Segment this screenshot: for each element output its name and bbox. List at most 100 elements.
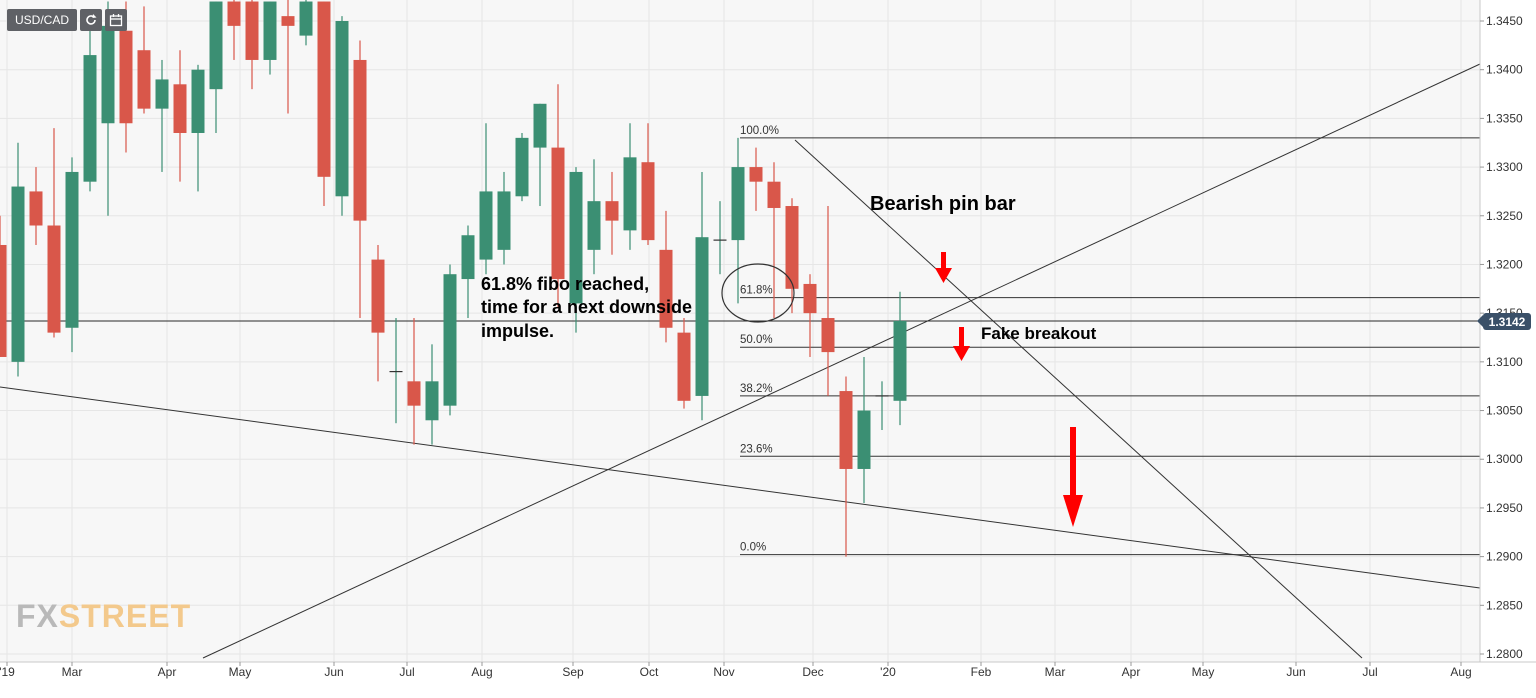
fibo-note-line-2: time for a next downside xyxy=(481,297,692,317)
bearish-candle xyxy=(137,6,151,114)
y-tick-label: 1.3350 xyxy=(1486,111,1523,125)
candle-body xyxy=(29,191,43,226)
logo-part-street: STREET xyxy=(58,598,192,634)
candle-body xyxy=(551,147,565,280)
bullish-candle xyxy=(191,64,205,192)
bearish-candle xyxy=(371,244,385,382)
bearish-candle xyxy=(785,198,799,314)
refresh-icon[interactable] xyxy=(80,9,103,31)
candle-body xyxy=(281,16,295,26)
bullish-candle xyxy=(623,123,637,250)
bullish-candle xyxy=(587,159,601,275)
bearish-candle xyxy=(605,171,619,255)
bullish-candle xyxy=(83,30,97,192)
y-tick-label: 1.2800 xyxy=(1486,647,1523,661)
candle-body xyxy=(173,84,187,133)
bullish-candle xyxy=(425,344,439,445)
x-tick-label: Aug xyxy=(471,665,492,679)
candle-body xyxy=(353,59,367,221)
plot-background xyxy=(0,0,1480,662)
candle-body xyxy=(101,25,115,124)
candle-body xyxy=(641,162,655,241)
fib-level-label: 0.0% xyxy=(740,542,766,554)
bearish-pin-bar-label: Bearish pin bar xyxy=(870,193,1016,215)
bearish-candle xyxy=(659,210,673,343)
x-tick-label: '20 xyxy=(880,665,896,679)
candle-body xyxy=(677,332,691,401)
fxstreet-logo: FXSTREET xyxy=(16,598,191,635)
x-tick-label: May xyxy=(1192,665,1215,679)
candle-body xyxy=(749,167,763,182)
candle-body xyxy=(245,1,259,60)
x-tick-label: May xyxy=(229,665,252,679)
fib-level-label: 50.0% xyxy=(740,334,773,346)
candle-body xyxy=(479,191,493,260)
x-tick-label: Jul xyxy=(399,665,414,679)
annotation-arrows xyxy=(935,252,1083,527)
fake-breakout-label: Fake breakout xyxy=(981,324,1097,343)
bullish-candle xyxy=(65,157,79,353)
x-tick-label: Mar xyxy=(1045,665,1066,679)
symbol-label[interactable]: USD/CAD xyxy=(7,9,78,31)
candle-body xyxy=(83,55,97,182)
x-tick-label: Apr xyxy=(1122,665,1141,679)
bearish-candle xyxy=(0,215,7,357)
fibo-ellipse xyxy=(721,263,795,323)
candle-body xyxy=(209,1,223,90)
bullish-candle xyxy=(857,356,871,504)
candle-body xyxy=(857,410,871,469)
bearish-candle xyxy=(767,162,781,319)
candle-body xyxy=(425,381,439,421)
text-annotations: 61.8% fibo reached, time for a next down… xyxy=(481,193,1097,343)
bullish-candle xyxy=(893,291,907,426)
candle-body xyxy=(695,237,709,396)
x-tick-label: Nov xyxy=(713,665,734,679)
bullish-candle xyxy=(533,103,547,207)
calendar-icon[interactable] xyxy=(105,9,128,31)
pin-bar-arrow-icon xyxy=(935,252,952,283)
y-tick-label: 1.3200 xyxy=(1486,257,1523,271)
x-tick-label: Sep xyxy=(562,665,584,679)
candle-body xyxy=(605,201,619,221)
candle-body xyxy=(335,21,349,197)
bullish-candle xyxy=(11,142,25,377)
x-tick-label: Apr xyxy=(158,665,177,679)
candle-body xyxy=(227,1,241,26)
y-tick-label: 1.3250 xyxy=(1486,209,1523,223)
bearish-candle xyxy=(227,0,241,60)
y-tick-label: 1.3450 xyxy=(1486,14,1523,28)
y-tick-label: 1.2850 xyxy=(1486,598,1523,612)
bearish-candle xyxy=(317,1,331,207)
bullish-candle xyxy=(335,16,349,216)
candle-body xyxy=(767,181,781,208)
bullish-candle xyxy=(569,167,583,333)
candle-body xyxy=(461,235,475,280)
bullish-candle xyxy=(695,171,709,421)
fibo-note-line-3: impulse. xyxy=(481,321,554,341)
last-price-badge: 1.3142 xyxy=(1477,313,1531,330)
candle-body xyxy=(47,225,61,333)
candle-body xyxy=(119,30,133,124)
y-tick-label: 1.3400 xyxy=(1486,63,1523,77)
fibonacci-retracement: 100.0% 61.8% 50.0% 38.2% 23.6% 0.0% xyxy=(740,125,1480,556)
ascending-trend-line xyxy=(202,63,1481,659)
bearish-candle xyxy=(677,318,691,409)
bullish-candle xyxy=(497,171,511,265)
y-tick-label: 1.2900 xyxy=(1486,550,1523,564)
descending-resistance-line xyxy=(794,139,1363,659)
fibo-note-line-1: 61.8% fibo reached, xyxy=(481,274,649,294)
y-tick-label: 1.3100 xyxy=(1486,355,1523,369)
y-tick-label: 1.3300 xyxy=(1486,160,1523,174)
bullish-candle xyxy=(875,381,889,431)
candle-body xyxy=(299,1,313,36)
bearish-candle xyxy=(839,376,853,557)
candle-body xyxy=(155,79,169,109)
bearish-candle xyxy=(821,206,835,396)
y-tick-label: 1.2950 xyxy=(1486,501,1523,515)
bearish-candle xyxy=(551,84,565,309)
bearish-candle xyxy=(47,128,61,338)
x-axis: '19 Mar Apr May Jun Jul Aug Sep Oct Nov Dec '20 Feb M… xyxy=(0,662,1472,679)
candle-body xyxy=(533,103,547,148)
y-tick-label: 1.3050 xyxy=(1486,404,1523,418)
